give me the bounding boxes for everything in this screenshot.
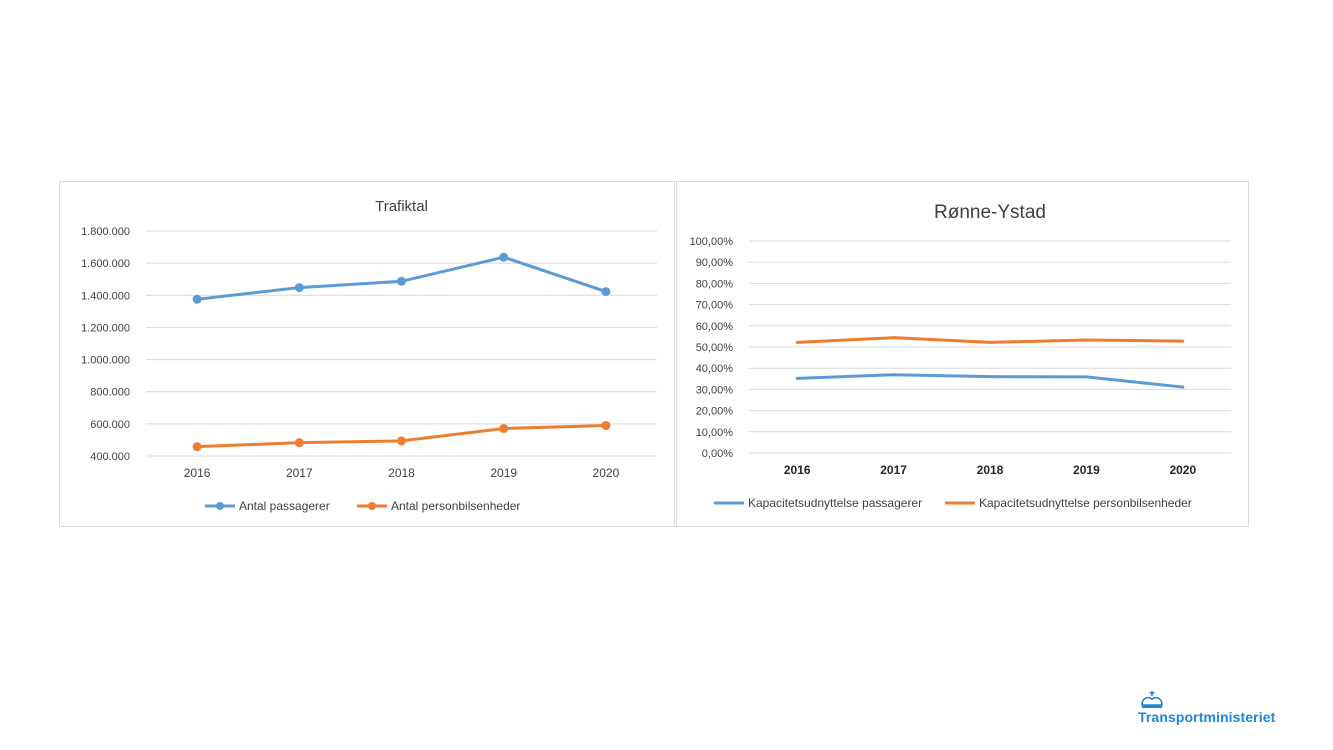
data-point — [397, 276, 406, 286]
ronne-ystad-chart: Rønne-Ystad 0,00% 10,00% 20,00% 30,00% 40,00%… — [676, 181, 1249, 527]
x-tick-label: 2019 — [1073, 463, 1100, 477]
y-tick-label: 100,00% — [690, 236, 734, 248]
legend-marker — [368, 502, 376, 510]
data-point — [499, 252, 509, 262]
data-point — [294, 283, 304, 293]
x-tick-label: 2016 — [784, 463, 811, 477]
trafiktal-chart: Trafiktal 400.000 600.000 800.000 1.000.000 1… — [59, 181, 675, 527]
logo-text: Transportministeriet — [1138, 709, 1276, 725]
data-point — [601, 420, 611, 430]
y-tick-label: 90,00% — [696, 257, 734, 269]
y-tick-label: 60,00% — [696, 321, 734, 333]
legend-label: Antal personbilsenheder — [391, 499, 520, 513]
legend-label: Antal passagerer — [239, 499, 330, 513]
x-tick-label: 2016 — [184, 466, 211, 480]
y-tick-label: 0,00% — [702, 448, 733, 460]
y-tick-label: 400.000 — [90, 451, 130, 463]
y-tick-label: 30,00% — [696, 384, 734, 396]
y-tick-label: 600.000 — [90, 419, 130, 431]
y-tick-label: 70,00% — [696, 300, 734, 312]
y-tick-label: 800.000 — [90, 387, 130, 399]
x-tick-label: 2020 — [593, 466, 620, 480]
x-tick-label: 2018 — [977, 463, 1004, 477]
chart-title: Trafiktal — [375, 198, 428, 215]
x-tick-label: 2018 — [388, 466, 415, 480]
data-point — [294, 438, 304, 448]
x-tick-label: 2017 — [286, 466, 313, 480]
y-tick-label: 1.000.000 — [81, 355, 130, 367]
crown-icon — [1141, 691, 1163, 708]
legend-marker — [216, 502, 224, 510]
y-tick-label: 1.200.000 — [81, 322, 130, 334]
transportministeriet-logo: Transportministeriet — [1138, 690, 1308, 730]
data-point — [601, 287, 611, 297]
series-line-1 — [795, 336, 1185, 344]
x-tick-label: 2017 — [880, 463, 907, 477]
y-tick-label: 20,00% — [696, 406, 734, 418]
data-point — [499, 424, 509, 434]
y-tick-label: 1.800.000 — [81, 226, 130, 238]
data-point — [192, 294, 202, 304]
legend-label: Kapacitetsudnyttelse personbilsenheder — [979, 496, 1192, 510]
chart-title: Rønne-Ystad — [934, 202, 1046, 223]
ronne-ystad-chart-svg: Rønne-Ystad 0,00% 10,00% 20,00% 30,00% 40,00%… — [690, 202, 1231, 510]
y-tick-label: 1.400.000 — [81, 290, 130, 302]
data-point — [397, 436, 406, 446]
x-tick-label: 2020 — [1169, 463, 1196, 477]
series-line-0 — [795, 373, 1185, 389]
y-tick-label: 50,00% — [696, 342, 734, 354]
y-tick-label: 1.600.000 — [81, 258, 130, 270]
trafiktal-chart-svg: Trafiktal 400.000 600.000 800.000 1.000.000 1… — [81, 198, 657, 513]
legend-label: Kapacitetsudnyttelse passagerer — [748, 496, 922, 510]
data-point — [192, 442, 202, 452]
x-tick-label: 2019 — [490, 466, 517, 480]
y-tick-label: 10,00% — [696, 427, 734, 439]
y-tick-label: 40,00% — [696, 363, 734, 375]
y-tick-label: 80,00% — [696, 278, 734, 290]
